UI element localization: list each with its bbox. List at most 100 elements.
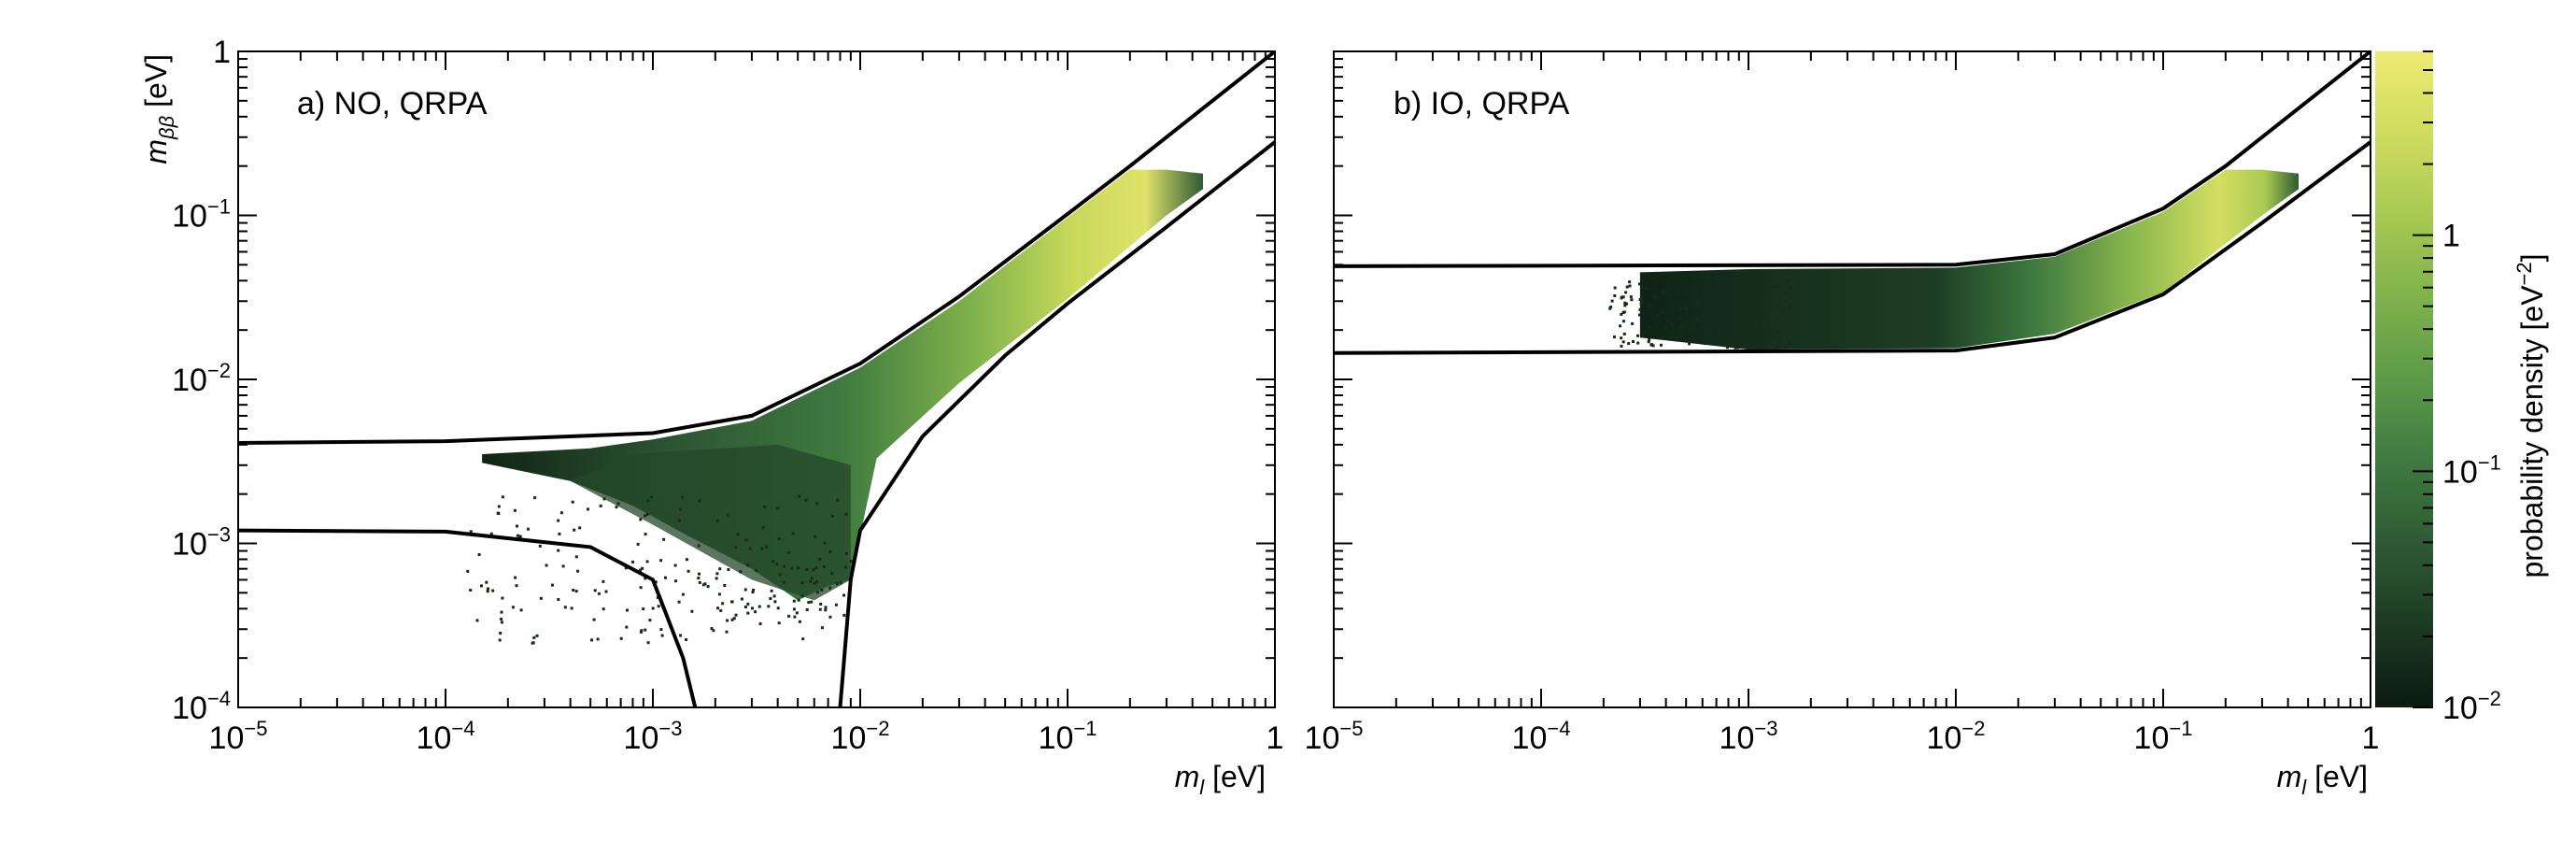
density-speck: [619, 636, 623, 640]
density-speck: [640, 629, 644, 633]
density-speck: [1664, 326, 1668, 329]
density-speck: [1748, 343, 1751, 347]
density-speck: [1644, 287, 1648, 291]
density-speck: [823, 541, 827, 545]
heatmap-io: [1334, 51, 2371, 355]
density-speck: [1789, 285, 1792, 289]
x-tick-label: 10−1: [2134, 717, 2193, 756]
density-speck: [1716, 279, 1720, 282]
density-speck: [587, 507, 589, 511]
colorbar-label: probability density [eV−2]: [2512, 253, 2549, 578]
density-speck: [1739, 300, 1743, 304]
density-speck: [716, 606, 719, 610]
density-speck: [698, 572, 701, 576]
density-speck: [1774, 285, 1777, 289]
density-speck: [500, 610, 503, 614]
density-speck: [644, 514, 646, 518]
density-speck: [678, 507, 682, 511]
density-speck: [639, 586, 643, 590]
x-tick-label: 10−3: [624, 717, 683, 756]
density-speck: [1685, 307, 1688, 311]
svg-text:ml [eV]: ml [eV]: [1175, 760, 1266, 799]
density-speck: [1787, 278, 1790, 282]
density-speck: [1641, 331, 1645, 335]
density-speck: [814, 566, 818, 570]
density-speck: [1767, 313, 1771, 317]
panel-io-qrpa: 10−5 10−4 10−3 10−2 10−1 1 b) IO, QRPA: [1305, 50, 2379, 756]
density-speck: [597, 592, 601, 595]
density-speck: [1661, 310, 1664, 314]
density-speck: [657, 605, 660, 608]
density-speck: [1628, 284, 1632, 288]
density-speck: [743, 606, 747, 608]
density-speck: [1636, 341, 1640, 345]
density-speck: [1647, 340, 1650, 344]
density-speck: [685, 638, 688, 641]
density-speck: [674, 579, 677, 583]
density-speck: [1775, 346, 1777, 350]
density-speck: [1786, 300, 1790, 303]
density-speck: [801, 637, 805, 641]
density-speck: [830, 572, 834, 576]
density-speck: [590, 638, 593, 642]
density-speck: [1671, 326, 1675, 330]
density-speck: [698, 499, 701, 503]
density-speck: [535, 634, 539, 637]
panel-no-qrpa: 10−5 10−4 10−3 10−2 10−1 110−410−310−210−11 a…: [172, 35, 1283, 756]
y-tick-label: 10−4: [172, 687, 231, 726]
density-speck: [602, 579, 605, 583]
density-speck: [539, 596, 543, 600]
density-speck: [531, 641, 535, 645]
density-speck: [810, 600, 814, 604]
density-speck: [593, 589, 597, 592]
density-speck: [1622, 332, 1626, 335]
density-speck: [1734, 342, 1736, 346]
density-speck: [843, 565, 847, 569]
density-speck: [824, 606, 828, 609]
density-speck: [673, 564, 677, 567]
panel-label-a: a) NO, QRPA: [297, 86, 488, 121]
density-speck: [1685, 321, 1689, 325]
density-speck: [1764, 343, 1768, 347]
density-speck: [485, 580, 488, 584]
density-speck: [677, 519, 681, 522]
density-speck: [500, 621, 503, 624]
density-speck: [723, 584, 727, 587]
density-speck: [1639, 302, 1643, 306]
x-tick-label: 10−4: [1512, 717, 1571, 756]
density-speck: [469, 589, 473, 592]
density-speck: [538, 544, 542, 548]
density-speck: [798, 620, 801, 623]
contour-boundary-upper: [238, 51, 1275, 445]
density-speck: [1610, 299, 1614, 303]
density-speck: [754, 610, 757, 614]
density-speck: [792, 599, 796, 603]
density-speck: [1648, 338, 1651, 342]
density-speck: [1703, 321, 1706, 324]
density-speck: [527, 527, 530, 531]
density-speck: [783, 564, 786, 568]
density-speck: [807, 601, 811, 605]
density-speck: [1776, 346, 1779, 350]
density-speck: [752, 588, 756, 592]
axes-a: 10−5 10−4 10−3 10−2 10−1 110−410−310−210−11: [172, 35, 1283, 756]
density-speck: [1720, 332, 1722, 335]
density-speck: [1703, 342, 1706, 346]
density-speck: [701, 583, 705, 587]
density-speck: [1730, 329, 1734, 333]
density-speck: [736, 533, 740, 536]
density-speck: [654, 580, 658, 584]
density-speck: [1675, 336, 1677, 340]
density-speck: [466, 569, 470, 573]
density-speck: [773, 600, 777, 604]
density-speck: [1624, 291, 1628, 294]
density-speck: [1740, 292, 1744, 295]
density-speck: [469, 530, 473, 534]
y-tick-label: 10−1: [172, 195, 231, 235]
density-speck: [604, 590, 608, 593]
density-speck: [646, 641, 650, 645]
density-speck: [1736, 346, 1740, 350]
density-speck: [1740, 291, 1744, 293]
density-speck: [690, 609, 694, 613]
density-speck: [631, 560, 634, 564]
